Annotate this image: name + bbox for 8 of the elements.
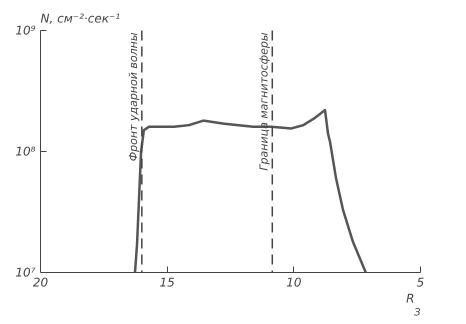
x-tick-label: 10 [286, 276, 302, 290]
y-tick-label: 10⁹ [15, 24, 36, 38]
x-tick-label: 5 [416, 276, 424, 290]
y-axis-title: N, см⁻²·сек⁻¹ [40, 12, 120, 26]
ref-line-label: Фронт ударной волны [126, 32, 140, 162]
y-tick-label: 10⁸ [15, 144, 36, 158]
x-axis-title: RЗ [406, 292, 422, 318]
x-tick-label: 15 [160, 276, 175, 290]
